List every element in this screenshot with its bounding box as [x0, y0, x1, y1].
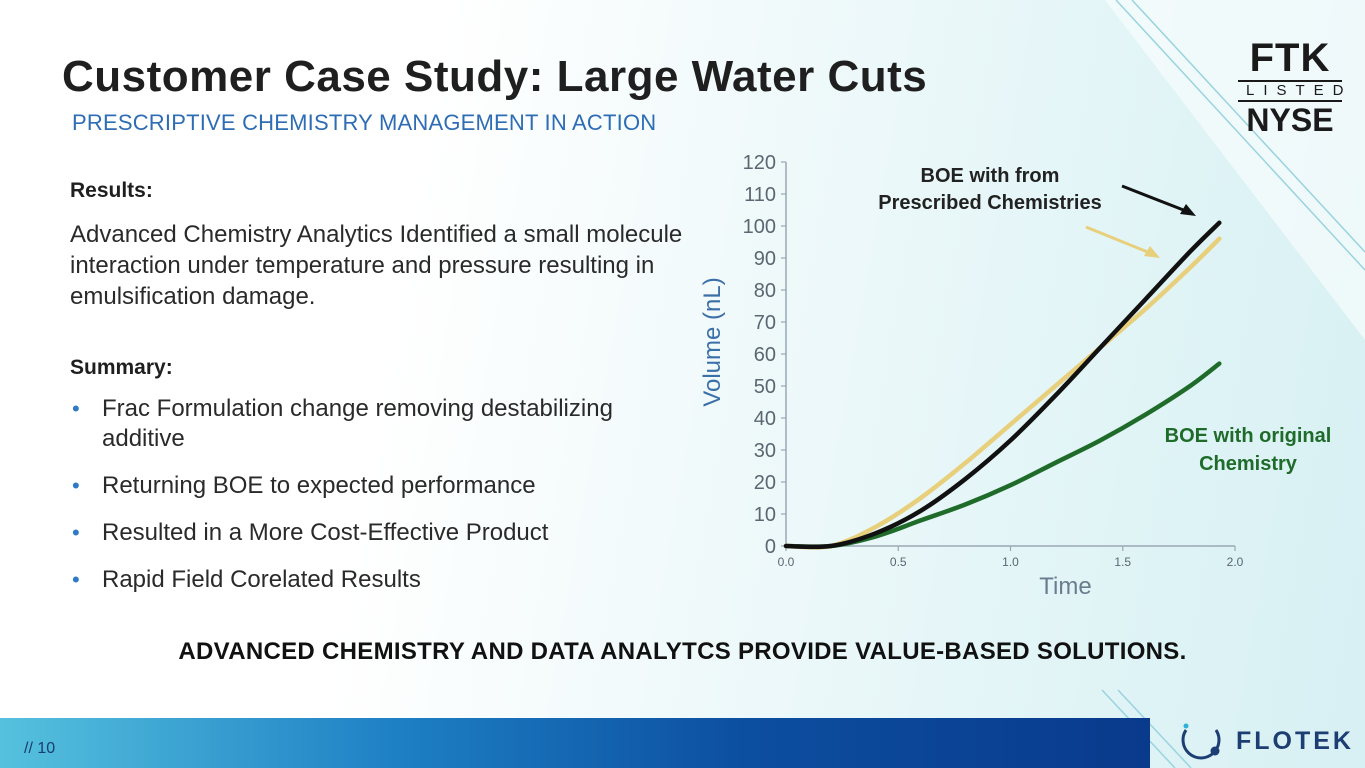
- y-tick-label: 30: [754, 440, 776, 462]
- annotation-original-line2: Chemistry: [1199, 453, 1297, 475]
- x-tick-label: 1.5: [1114, 555, 1131, 569]
- y-tick-label: 20: [754, 472, 776, 494]
- bullet-text: Returning BOE to expected performance: [102, 472, 536, 499]
- logo-listed-text: LISTED: [1238, 80, 1344, 102]
- results-heading: Results:: [70, 179, 153, 202]
- page-number: // 10: [24, 740, 56, 757]
- annotation-prescribed-line2: Prescribed Chemistries: [878, 192, 1102, 214]
- y-tick-label: 50: [754, 376, 776, 398]
- bullet-icon: •: [72, 396, 80, 421]
- volume-time-chart: 0 10 20 30 40 50 60 70 80 90 100 110 120 0.0 0.5 1.0 1.5…: [699, 152, 1244, 600]
- logo-ftk-text: FTK: [1249, 36, 1331, 80]
- logo-nyse-text: NYSE: [1246, 102, 1334, 138]
- bullet-text: Rapid Field Corelated Results: [102, 566, 421, 593]
- bullet-item: • Rapid Field Corelated Results: [70, 565, 670, 595]
- x-tick-label: 0.5: [890, 555, 907, 569]
- flotek-logo-text: FLOTEK: [1236, 727, 1354, 755]
- results-text: Advanced Chemistry Analytics Identified …: [70, 221, 683, 310]
- annotation-original: BOE with original Chemistry: [1148, 422, 1348, 478]
- y-tick-label: 110: [744, 184, 776, 206]
- ftk-nyse-logo: FTK LISTED NYSE: [1238, 36, 1344, 138]
- bullet-icon: •: [72, 567, 80, 592]
- footer-message: ADVANCED CHEMISTRY AND DATA ANALYTCS PRO…: [178, 638, 1187, 665]
- y-tick-label: 60: [754, 344, 776, 366]
- flotek-logo-icon: [1181, 723, 1221, 760]
- series-line-1: [783, 236, 1222, 550]
- y-tick-label: 100: [743, 216, 776, 238]
- bullet-item: • Frac Formulation change removing destab…: [70, 394, 670, 454]
- bullet-icon: •: [72, 473, 80, 498]
- annotation-original-line1: BOE with original: [1164, 425, 1332, 447]
- bullet-item: • Returning BOE to expected performance: [70, 471, 670, 501]
- summary-heading: Summary:: [70, 356, 173, 379]
- y-tick-label: 120: [743, 152, 776, 174]
- slide-subtitle: PRESCRIPTIVE CHEMISTRY MANAGEMENT IN ACT…: [72, 110, 657, 135]
- y-tick-label: 0: [765, 536, 776, 558]
- annotation-prescribed-line1: BOE with from: [920, 165, 1060, 187]
- summary-bullet-list: • Frac Formulation change removing destab…: [70, 394, 670, 612]
- y-tick-label: 90: [754, 248, 776, 270]
- bullet-text: Frac Formulation change removing destabi…: [102, 395, 613, 452]
- y-tick-label: 80: [754, 280, 776, 302]
- x-tick-label: 0.0: [778, 555, 795, 569]
- y-axis-label: Volume (nL): [699, 277, 726, 406]
- x-axis-label: Time: [1039, 573, 1091, 600]
- slide-title: Customer Case Study: Large Water Cuts: [62, 52, 928, 101]
- x-tick-label: 1.0: [1002, 555, 1019, 569]
- y-tick-label: 70: [754, 312, 776, 334]
- series-line-0: [783, 220, 1222, 550]
- bullet-item: • Resulted in a More Cost-Effective Produ…: [70, 518, 670, 548]
- bullet-text: Resulted in a More Cost-Effective Produc…: [102, 519, 549, 546]
- y-tick-label: 40: [754, 408, 776, 430]
- annotation-prescribed: BOE with from Prescribed Chemistries: [872, 163, 1108, 217]
- bullet-icon: •: [72, 520, 80, 545]
- bottom-gradient-bar: [0, 718, 1150, 768]
- x-tick-label: 2.0: [1227, 555, 1244, 569]
- y-tick-label: 10: [754, 504, 776, 526]
